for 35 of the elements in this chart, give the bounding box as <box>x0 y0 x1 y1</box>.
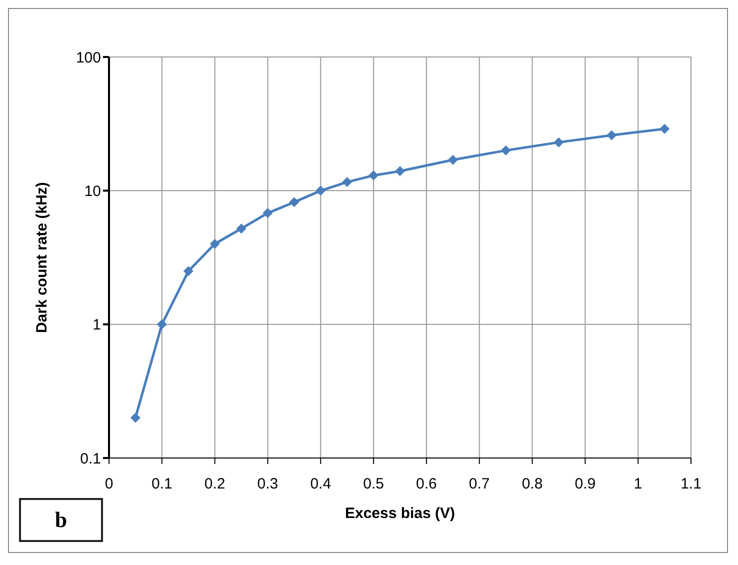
point <box>554 137 564 148</box>
point <box>395 166 405 176</box>
point <box>606 130 617 140</box>
point <box>660 124 670 134</box>
point <box>316 186 326 196</box>
point <box>156 319 167 330</box>
x-axis-title: Excess bias (V) <box>344 505 456 522</box>
x-tick-label: 0.4 <box>310 476 332 493</box>
y-tick-label: 100 <box>76 49 101 66</box>
y-tick-label: 0.1 <box>80 450 101 468</box>
point <box>500 145 511 156</box>
x-tick-label: 1.1 <box>680 476 702 493</box>
x-tick-label: 0.7 <box>468 476 490 493</box>
point <box>368 170 379 180</box>
y-axis-title: Dark count rate (kHz) <box>33 182 50 333</box>
text: b <box>19 498 103 542</box>
point <box>130 412 140 423</box>
x-tick-label: 1 <box>634 476 642 493</box>
point <box>236 224 246 234</box>
x-tick-label: 0.2 <box>204 476 226 493</box>
point <box>289 197 300 208</box>
point <box>183 266 194 276</box>
point <box>342 177 352 188</box>
point <box>262 208 273 218</box>
y-tick-label: 1 <box>92 316 101 334</box>
x-tick-label: 0.3 <box>257 476 278 493</box>
x-tick-label: 0.8 <box>522 476 543 493</box>
x-tick-label: 0.1 <box>151 476 172 493</box>
point <box>448 154 458 165</box>
point <box>210 238 220 249</box>
x-tick-label: 0.5 <box>363 476 384 493</box>
x-tick-label: 0 <box>104 476 114 493</box>
x-tick-label: 0.6 <box>416 476 437 493</box>
y-tick-label: 10 <box>84 182 101 200</box>
x-tick-label: 0.9 <box>574 476 596 493</box>
